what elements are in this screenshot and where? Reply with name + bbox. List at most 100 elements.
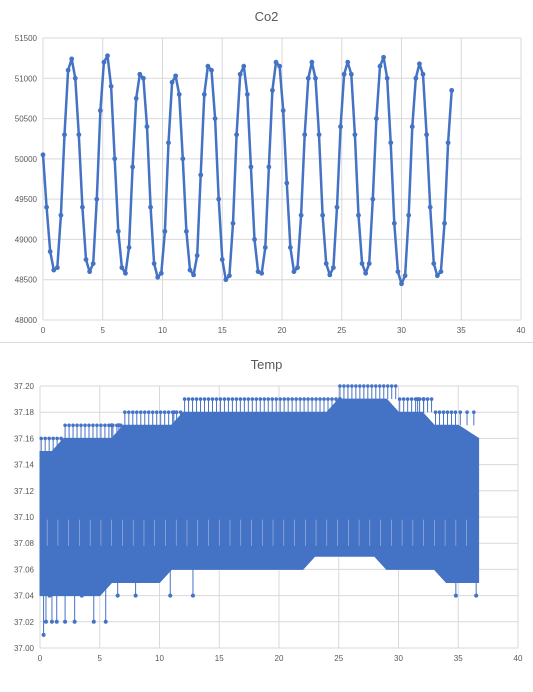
co2-data-point (108, 83, 114, 89)
co2-chart: 48000 48500 49000 49500 50000 50500 51000 51500… (15, 34, 526, 335)
temp-x-tick-label: 25 (334, 654, 343, 663)
co2-y-tick-label: 51000 (15, 74, 38, 83)
co2-y-tick-label: 49500 (15, 195, 38, 204)
co2-chart-panel: Co2 48000 48500 49000 49500 50000 50500 51000 5… (0, 0, 533, 343)
temp-outlier-point (72, 619, 77, 624)
temp-outlier-point (91, 619, 96, 624)
co2-data-point (277, 63, 283, 69)
co2-y-tick-label: 50000 (15, 155, 38, 164)
temp-outlier-point (103, 619, 108, 624)
temp-data-point (178, 410, 183, 414)
temp-x-tick-label: 5 (98, 654, 103, 663)
temp-outlier-point (190, 593, 195, 598)
co2-data-point (87, 269, 93, 275)
temp-data-point (206, 397, 211, 401)
co2-data-point (101, 59, 107, 65)
temp-data-point (445, 410, 450, 414)
temp-data-point (302, 397, 306, 401)
temp-data-point (103, 423, 107, 428)
co2-data-point (223, 277, 229, 283)
temp-x-tick-label: 15 (215, 654, 224, 663)
temp-data-point (326, 397, 330, 401)
co2-data-point (438, 269, 444, 275)
co2-data-point (126, 245, 132, 250)
co2-data-point (123, 270, 128, 276)
co2-data-point (377, 63, 383, 69)
temp-data-point (401, 397, 406, 401)
temp-data-point (123, 410, 127, 414)
co2-data-point (273, 59, 279, 65)
co2-x-tick-label: 15 (218, 326, 227, 335)
co2-data-point (80, 204, 85, 210)
temp-data-point (306, 397, 310, 401)
co2-data-point (219, 257, 225, 262)
temp-data-point (429, 397, 434, 401)
co2-data-point (169, 79, 175, 85)
co2-data-point (345, 59, 351, 65)
temp-data-point (79, 423, 83, 428)
co2-data-point (241, 63, 247, 69)
co2-data-point (352, 132, 358, 138)
temp-data-point (385, 384, 390, 388)
temp-data-point (282, 397, 286, 401)
co2-data-point (434, 273, 440, 279)
co2-data-point (201, 92, 207, 97)
temp-outlier-point (116, 423, 121, 428)
co2-data-point (148, 204, 153, 210)
co2-data-point (65, 67, 71, 73)
temp-data-point (250, 397, 255, 401)
temp-data-point (71, 423, 75, 428)
co2-data-point (356, 212, 361, 218)
temp-data-point (134, 410, 139, 414)
temp-chart-title: Temp (250, 357, 283, 372)
co2-data-point (266, 164, 272, 170)
temp-y-tick-label: 37.18 (14, 408, 35, 417)
co2-data-point (316, 132, 322, 138)
temp-data-point (51, 436, 55, 441)
temp-data-point (150, 410, 155, 414)
co2-data-point (137, 71, 143, 77)
temp-outlier-point (47, 593, 52, 598)
temp-data-point (146, 410, 151, 414)
co2-data-point (259, 270, 265, 276)
temp-data-point (314, 397, 318, 401)
temp-data-point (59, 436, 63, 441)
co2-data-point (366, 261, 372, 266)
temp-data-point (270, 397, 275, 401)
co2-x-tick-label: 40 (517, 326, 526, 335)
temp-outlier-point (421, 397, 426, 402)
co2-data-point (384, 75, 390, 81)
temp-data-point (389, 384, 394, 388)
co2-data-point (323, 261, 329, 266)
co2-data-point (234, 132, 239, 138)
temp-outlier-point (79, 593, 84, 598)
co2-data-point (180, 156, 186, 162)
temp-data-point (43, 436, 47, 441)
temp-x-tick-label: 40 (514, 654, 523, 663)
co2-data-point (187, 267, 193, 273)
temp-data-point (409, 397, 414, 401)
temp-data-point (55, 436, 59, 441)
temp-data-point (393, 384, 398, 388)
temp-y-tick-label: 37.02 (14, 618, 35, 627)
temp-outlier-point (168, 593, 173, 598)
co2-data-point (51, 267, 57, 273)
co2-data-point (162, 228, 168, 234)
temp-data-point (210, 397, 215, 401)
temp-data-point (218, 397, 223, 401)
temp-data-point (465, 410, 469, 414)
co2-data-point (94, 196, 100, 202)
temp-y-tick-label: 37.20 (14, 382, 35, 391)
temp-outlier-point (63, 619, 68, 624)
temp-data-point (338, 384, 342, 388)
co2-data-point (334, 204, 340, 210)
co2-data-point (284, 180, 290, 186)
co2-x-tick-label: 20 (278, 326, 287, 335)
co2-data-point (209, 67, 214, 73)
co2-data-point (341, 71, 347, 77)
temp-data-point (318, 397, 322, 401)
co2-x-tick-label: 25 (337, 326, 346, 335)
co2-y-tick-label: 50500 (15, 115, 38, 124)
temp-data-point (246, 397, 251, 401)
temp-data-point (330, 397, 334, 401)
